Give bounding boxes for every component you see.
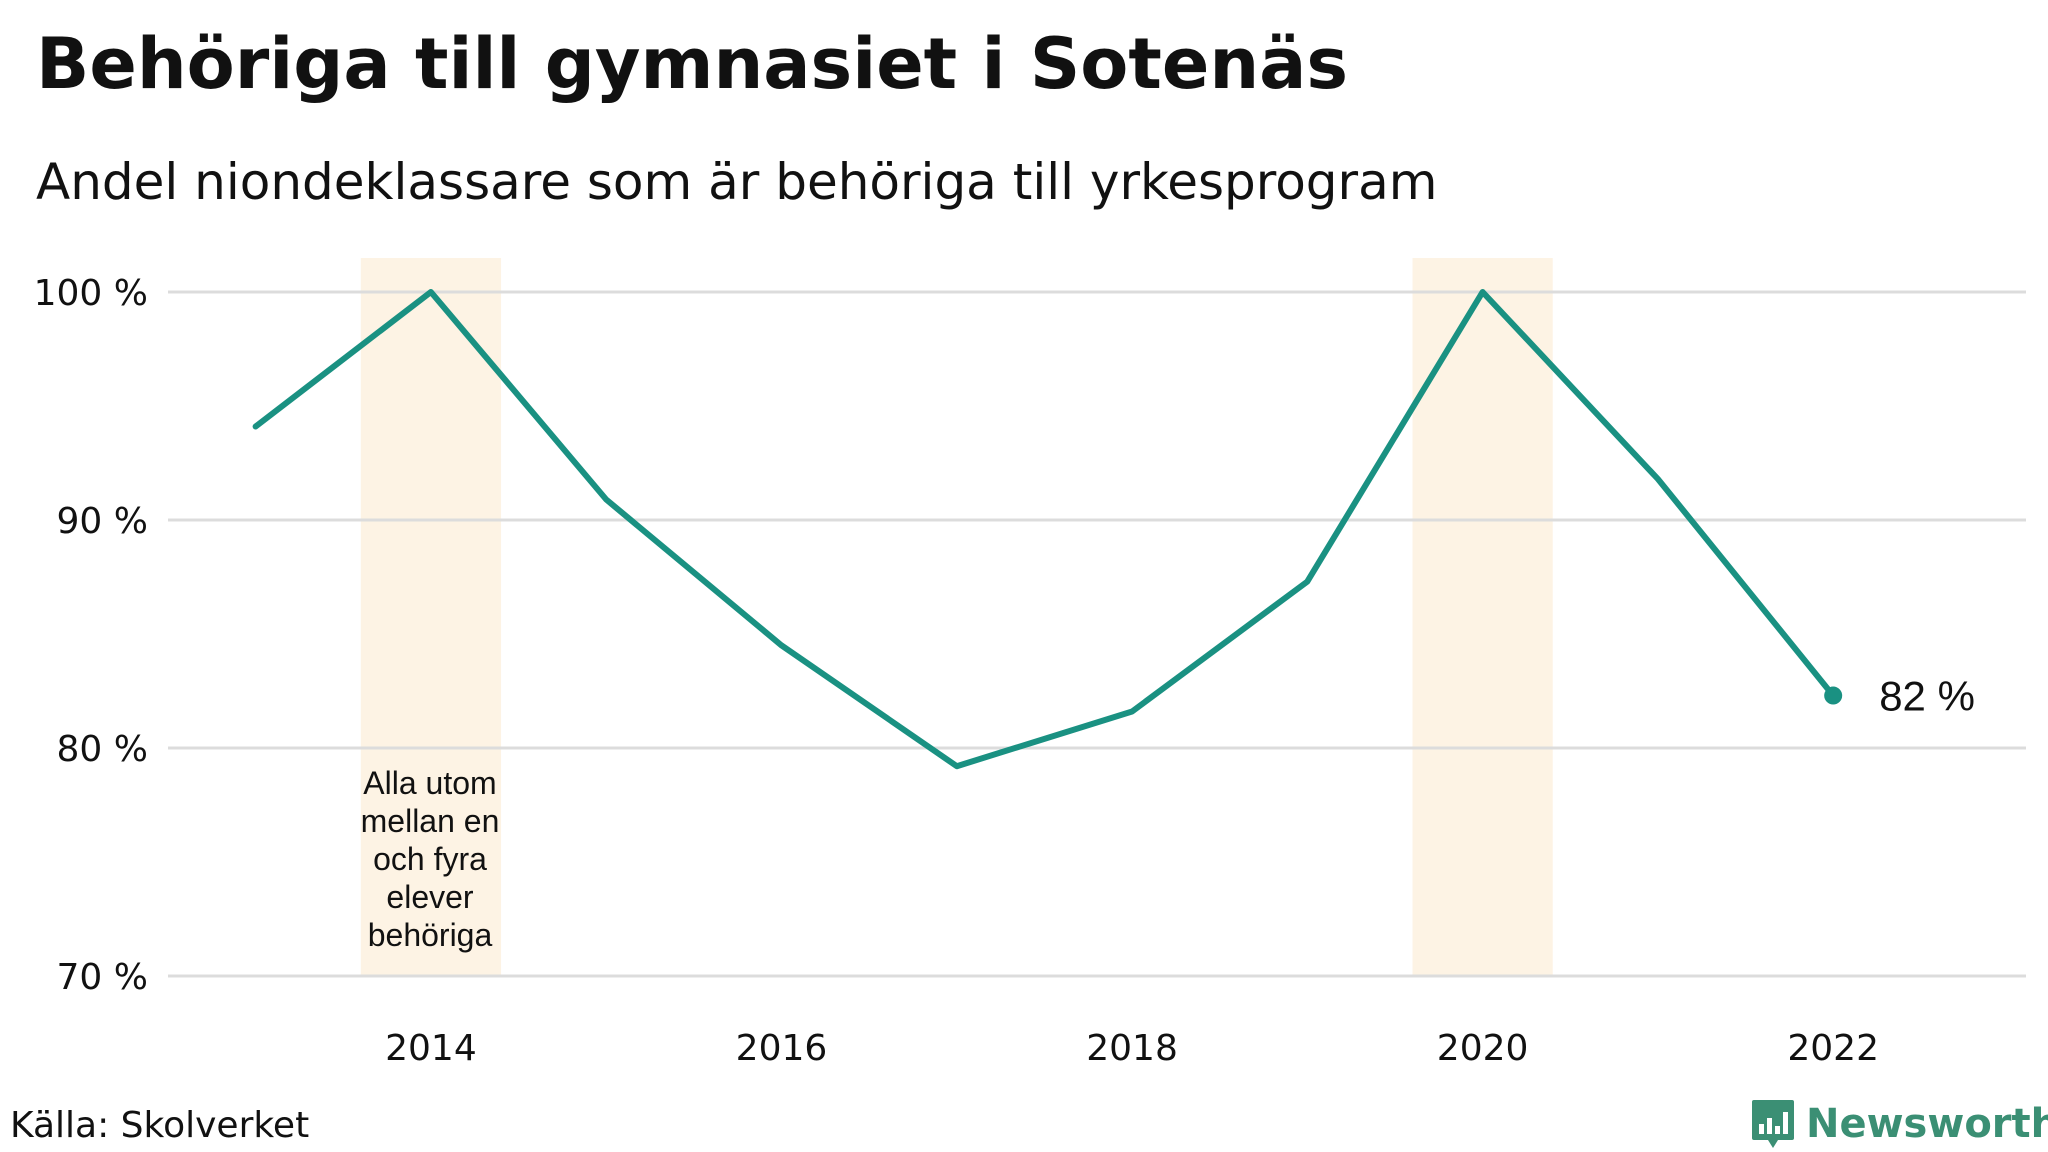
x-tick-label: 2022: [1787, 1028, 1879, 1069]
y-tick-label: 70 %: [57, 957, 148, 998]
y-tick-label: 80 %: [57, 729, 148, 770]
y-tick-label: 90 %: [57, 501, 148, 542]
highlight-note: Alla utom mellan en och fyra elever behö…: [360, 765, 500, 953]
x-axis-ticks: 2014 2016 2018 2020 2022: [385, 1028, 1879, 1069]
gridlines: [168, 290, 2026, 978]
x-tick-label: 2016: [736, 1028, 828, 1069]
last-data-point: [1824, 686, 1843, 705]
x-tick-label: 2014: [385, 1028, 477, 1069]
chart-subtitle: Andel niondeklassare som är behöriga til…: [36, 153, 1438, 211]
series-line: [252, 289, 1837, 770]
chart-title: Behöriga till gymnasiet i Sotenäs: [36, 23, 1349, 105]
end-value-label: 82 %: [1879, 673, 1975, 720]
brand-name: Newsworthy: [1806, 1101, 2048, 1147]
y-tick-label: 100 %: [34, 273, 148, 314]
bar-chart-logo-icon: [1752, 1100, 1794, 1148]
newsworthy-logo: Newsworthy: [1750, 1098, 2048, 1150]
highlight-band-2020: [1412, 258, 1553, 976]
data-points: [1824, 686, 1843, 705]
source-label: Källa: Skolverket: [10, 1105, 310, 1146]
highlight-band-2014: [360, 258, 502, 976]
highlight-bands: [360, 258, 1553, 976]
y-axis-ticks: 70 % 80 % 90 % 100 %: [34, 273, 148, 998]
x-tick-label: 2020: [1437, 1028, 1529, 1069]
x-tick-label: 2018: [1086, 1028, 1178, 1069]
